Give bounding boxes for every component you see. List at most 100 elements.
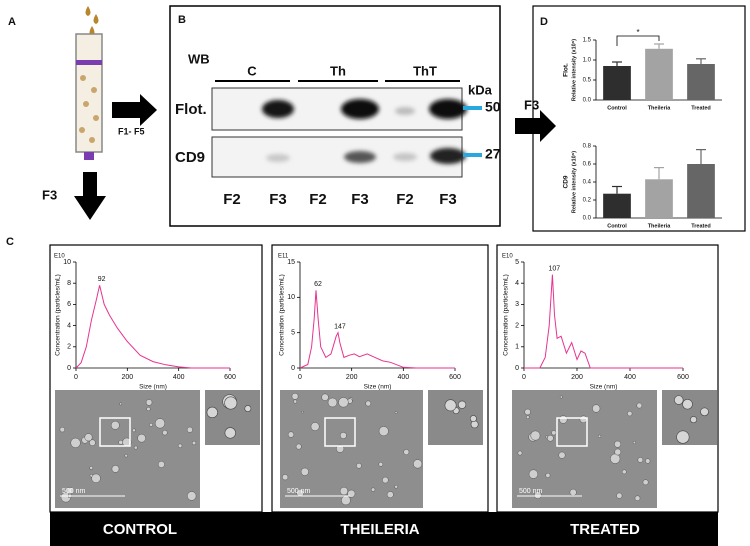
y-axis-label: Concentration (particles/mL)	[55, 274, 62, 356]
arrow-label: F3	[42, 187, 57, 202]
lane-label: F3	[439, 191, 457, 208]
y-tick-label: 4	[515, 280, 519, 287]
micrograph-inset	[662, 390, 717, 445]
vesicle	[517, 450, 523, 456]
axis-exponent: E10	[54, 254, 65, 260]
axis-exponent: E10	[502, 254, 513, 260]
y-tick-label: 3	[515, 301, 519, 308]
vesicle	[339, 432, 347, 439]
y-tick-label: 0	[515, 365, 519, 372]
axis-exponent: E11	[278, 254, 289, 260]
vesicle	[470, 420, 479, 429]
arrow	[112, 94, 157, 126]
vesicle	[111, 465, 120, 473]
vesicle	[682, 399, 693, 410]
vesicle	[282, 474, 289, 481]
vesicle	[224, 396, 238, 410]
panel-letter: C	[6, 236, 14, 248]
vesicle	[597, 434, 602, 438]
vesicle	[321, 393, 329, 401]
size-distribution	[75, 285, 230, 369]
vesicle	[124, 453, 128, 458]
peak-label: 92	[98, 276, 106, 283]
vesicle	[119, 402, 123, 406]
vesicle	[118, 440, 124, 445]
x-tick-label: 400	[173, 374, 185, 381]
bar	[603, 193, 631, 218]
y-tick-label: 4	[67, 322, 71, 329]
group-label: ThT	[413, 63, 437, 78]
panel-frame	[532, 5, 746, 232]
vesicle	[224, 427, 236, 439]
vesicle	[244, 405, 252, 412]
vesicle	[636, 402, 643, 409]
panel-frame	[169, 5, 501, 227]
vesicle	[296, 488, 305, 497]
condition-label: CONTROL	[103, 521, 177, 538]
bar	[687, 64, 715, 100]
zoom-box	[99, 417, 131, 447]
y-axis-label: Concentration (particles/mL)	[279, 274, 286, 356]
vesicle	[70, 437, 81, 448]
blot	[211, 87, 463, 131]
x-tick-label: 600	[224, 374, 236, 381]
vesicle	[293, 399, 298, 404]
column-diagram	[75, 6, 103, 160]
method-label: WB	[188, 51, 210, 66]
vesicle	[642, 479, 649, 486]
vesicle	[310, 422, 320, 431]
vesicle	[186, 491, 197, 501]
vesicle	[382, 476, 389, 484]
significance-label: *	[636, 28, 639, 37]
panel-letter: A	[8, 16, 16, 28]
vesicle	[637, 457, 644, 463]
vesicle	[365, 400, 372, 407]
y-tick-label: 0.6	[583, 162, 592, 168]
zoom-box	[324, 417, 356, 447]
y-tick-label: 6	[67, 301, 71, 308]
vesicle	[627, 410, 633, 417]
vesicle	[632, 440, 636, 445]
arrow-label: F1- F5	[118, 126, 145, 136]
panel-letter: B	[178, 14, 186, 26]
vesicle	[469, 415, 477, 423]
y-axis-label: Relative intensity (x10⁶)	[571, 151, 577, 213]
y-tick-label: 0	[291, 365, 295, 372]
y-axis-label: Concentration (particles/mL)	[503, 274, 510, 356]
vesicle	[186, 426, 193, 433]
y-tick-label: 0.0	[583, 216, 592, 222]
vesicle	[341, 495, 351, 506]
vesicle	[545, 472, 551, 478]
lane-label: F2	[309, 191, 327, 208]
vesicle	[132, 428, 136, 433]
vesicle	[59, 426, 65, 433]
marker-label: 27	[485, 146, 501, 162]
vesicle	[338, 397, 349, 408]
vesicle	[676, 430, 690, 444]
vesicle	[177, 443, 183, 448]
peak-label: 62	[314, 281, 322, 288]
x-tick-label: Treated	[691, 223, 711, 229]
x-tick-label: 0	[522, 374, 526, 381]
unit-label: kDa	[468, 82, 493, 97]
significance-bracket	[616, 35, 660, 46]
x-tick-label: 0	[74, 374, 78, 381]
x-tick-label: Theileria	[648, 105, 672, 111]
x-tick-label: 400	[624, 374, 636, 381]
micrograph	[280, 390, 423, 508]
vesicle	[614, 448, 622, 456]
vesicle	[154, 418, 166, 429]
group-label: C	[247, 63, 257, 78]
vesicle	[110, 420, 120, 430]
vesicle	[300, 467, 309, 476]
x-axis-label: Size (nm)	[590, 384, 618, 391]
vesicle	[336, 444, 345, 453]
vesicle	[530, 430, 541, 441]
x-tick-label: Control	[607, 105, 627, 111]
vesicle	[327, 397, 338, 408]
peak-label: 147	[334, 324, 346, 331]
vesicle	[690, 416, 698, 424]
y-tick-label: 0.5	[583, 78, 592, 84]
label-bar	[50, 512, 718, 546]
x-tick-label: Treated	[691, 105, 711, 111]
